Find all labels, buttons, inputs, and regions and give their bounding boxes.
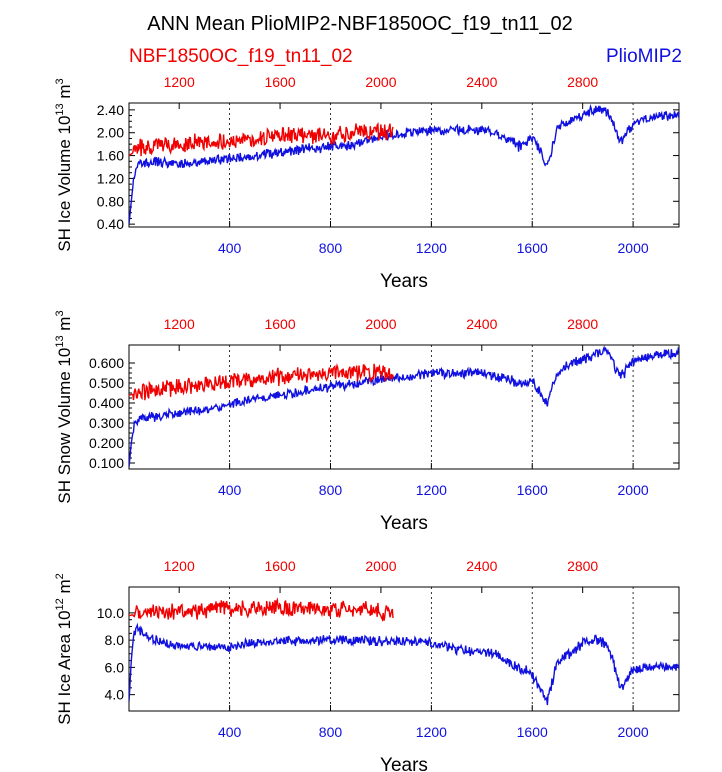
y-tick-label: 0.400 [89, 395, 124, 411]
x-tick-label-top: 1600 [264, 558, 295, 574]
y-tick-label: 0.500 [89, 375, 124, 391]
x-tick-label-top: 1200 [164, 558, 195, 574]
series-line-nbf1850oc [129, 121, 394, 157]
series-line-pliomip2 [129, 103, 679, 225]
x-tick-label-bottom: 1200 [416, 482, 447, 498]
y-tick-label: 2.40 [97, 102, 124, 118]
plot-frame [128, 344, 680, 470]
x-axis-label: Years [380, 755, 428, 772]
y-tick-label: 4.0 [105, 687, 125, 703]
x-tick-label-bottom: 1200 [416, 724, 447, 740]
plot-frame [128, 102, 680, 228]
x-tick-label-top: 1600 [264, 74, 295, 90]
x-tick-label-bottom: 1600 [517, 724, 548, 740]
y-tick-label: 0.80 [97, 193, 124, 209]
y-axis-label: SH Ice Area 1012 m2 [54, 573, 74, 725]
x-tick-label-top: 2800 [567, 74, 598, 90]
x-tick-label-bottom: 2000 [618, 482, 649, 498]
x-axis-label: Years [380, 271, 428, 292]
x-tick-label-top: 2800 [567, 558, 598, 574]
x-tick-label-top: 1600 [264, 316, 295, 332]
y-tick-label: 0.600 [89, 355, 124, 371]
y-tick-label: 10.0 [97, 605, 124, 621]
figure-title: ANN Mean PlioMIP2-NBF1850OC_f19_tn11_02 [147, 13, 572, 35]
x-tick-label-top: 1200 [164, 74, 195, 90]
x-tick-label-bottom: 400 [218, 724, 242, 740]
plot-frame [128, 586, 680, 712]
x-tick-label-top: 1200 [164, 316, 195, 332]
y-tick-label: 0.100 [89, 455, 124, 471]
x-tick-label-top: 2000 [365, 74, 396, 90]
legend-pliomip2-label: PlioMIP2 [606, 46, 682, 67]
x-tick-label-bottom: 1600 [517, 240, 548, 256]
x-tick-label-bottom: 800 [319, 482, 343, 498]
x-tick-label-bottom: 800 [319, 240, 343, 256]
y-tick-label: 0.40 [97, 216, 124, 232]
y-tick-label: 1.60 [97, 148, 124, 164]
x-tick-label-top: 2000 [365, 316, 396, 332]
y-tick-label: 1.20 [97, 170, 124, 186]
series-line-pliomip2 [129, 622, 679, 706]
x-tick-label-top: 2000 [365, 558, 396, 574]
x-tick-label-bottom: 400 [218, 482, 242, 498]
series-line-nbf1850oc [129, 597, 394, 623]
x-tick-label-bottom: 400 [218, 240, 242, 256]
x-tick-label-top: 2400 [466, 558, 497, 574]
y-tick-label: 6.0 [105, 659, 125, 675]
x-tick-label-bottom: 2000 [618, 240, 649, 256]
x-axis-label: Years [380, 513, 428, 534]
x-tick-label-bottom: 800 [319, 724, 343, 740]
x-tick-label-bottom: 1600 [517, 482, 548, 498]
y-tick-label: 8.0 [105, 632, 125, 648]
y-tick-label: 2.00 [97, 125, 124, 141]
legend-nbf-label: NBF1850OC_f19_tn11_02 [129, 46, 353, 67]
x-tick-label-top: 2400 [466, 74, 497, 90]
chart-panel-3: 4.0 6.0 8.0 10.0 400 800 1200 1600 2000 1200 1600 2… [54, 558, 680, 772]
y-axis-label: SH Snow Volume 1013 m3 [54, 310, 74, 503]
y-tick-label: 0.300 [89, 415, 124, 431]
x-tick-label-top: 2400 [466, 316, 497, 332]
chart-panel-2: 0.100 0.200 0.300 0.400 0.500 0.600 400 800 1200… [54, 310, 680, 534]
series-line-nbf1850oc [129, 363, 394, 401]
x-tick-label-top: 2800 [567, 316, 598, 332]
chart-panel-1: 0.40 0.80 1.20 1.60 2.00 2.40 400 800 1200 1600 20… [54, 74, 680, 292]
y-tick-label: 0.200 [89, 435, 124, 451]
x-tick-label-bottom: 1200 [416, 240, 447, 256]
x-tick-label-bottom: 2000 [618, 724, 649, 740]
y-axis-label: SH Ice Volume 1013 m3 [54, 78, 74, 251]
series-line-pliomip2 [129, 345, 679, 468]
